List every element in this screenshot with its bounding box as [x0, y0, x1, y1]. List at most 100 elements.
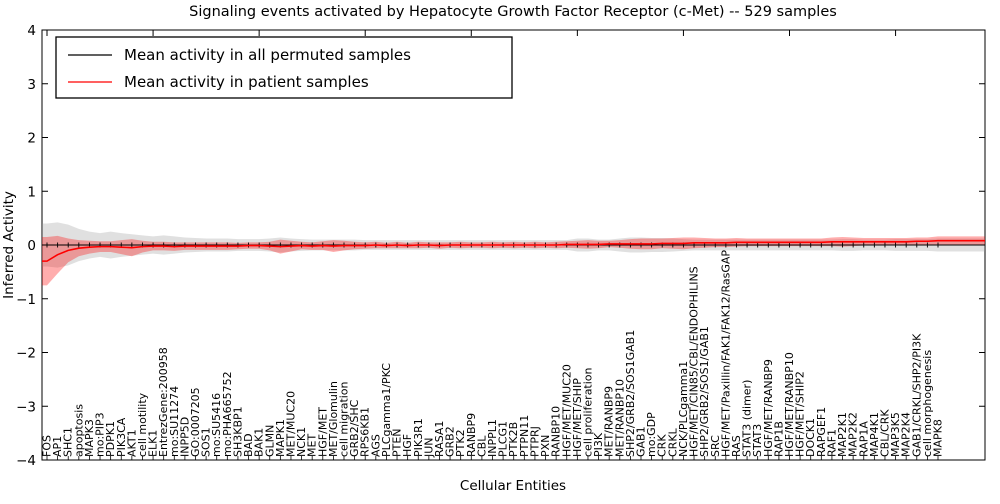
x-tick-label: SHP2/GRB2/SOS1GAB1 [624, 330, 637, 457]
x-tick-label: RAP1B [772, 421, 785, 457]
x-tick-label: RAPGEF1 [815, 407, 828, 457]
x-tick-label: AGS [369, 434, 382, 457]
x-tick-label: PI3K [592, 432, 605, 457]
y-tick-label: 3 [27, 77, 36, 93]
axis-ticks [42, 29, 985, 461]
x-tick-label: PTPN11 [518, 415, 531, 457]
x-tick-label: CBL/CRK [878, 409, 891, 457]
series-lines [42, 239, 985, 262]
x-tick-label: mo:SU11274 [168, 386, 181, 457]
y-tick-labels: 4 3 2 1 0 −1 −2 −3 −4 [16, 23, 36, 469]
x-tick-label: JUN [422, 437, 435, 458]
x-tick-label: CBL [475, 435, 488, 457]
x-tick-label: MAPK3 [83, 419, 96, 457]
x-tick-label: MET/RANBP9 [603, 386, 616, 457]
x-tick-label: apoptosis [72, 404, 85, 457]
x-tick-label: GRB2/SHC [348, 399, 361, 457]
x-tick-label: PTEN [391, 428, 404, 457]
y-tick-label: 0 [27, 238, 36, 254]
x-tick-label: AP1 [51, 436, 64, 457]
x-tick-label: MAPK1 [274, 419, 287, 457]
x-tick-label: PIK3R1 [412, 418, 425, 457]
x-tick-label: CRK [656, 434, 669, 457]
x-tick-label: RPS6KB1 [359, 407, 372, 457]
legend-label-patient: Mean activity in patient samples [124, 73, 369, 91]
x-tick-label: RAP1A [857, 421, 870, 457]
y-tick-label: −3 [16, 399, 36, 415]
x-tick-label: INPPL1 [486, 419, 499, 457]
x-tick-label: GO:0007205 [189, 387, 202, 457]
x-tick-label: HGF/MET/Paxillin/FAK1/FAK12/RasGAP [719, 250, 732, 457]
x-tick-label: FOS [41, 435, 54, 457]
y-axis-label: Inferred Activity [1, 191, 17, 299]
x-tick-label: MAP3K5 [889, 412, 902, 457]
x-tick-label: GLMN [263, 425, 276, 457]
x-tick-label: SHP2/GRB2/SOS1/GAB1 [698, 326, 711, 457]
x-tick-label: HGF [401, 434, 414, 457]
y-tick-label: 4 [27, 23, 36, 39]
x-tick-label: MAPK8 [932, 419, 945, 457]
y-tick-label: −1 [16, 292, 36, 308]
x-tick-label: NCK/PLCgamma1 [677, 361, 690, 457]
x-tick-label: EntrezGene:200958 [157, 347, 170, 457]
x-tick-label: RANBP9 [465, 413, 478, 457]
y-tick-label: 1 [27, 184, 36, 200]
x-tick-label: MET/Glomulin [327, 381, 340, 457]
legend: Mean activity in all permuted samples Me… [55, 36, 513, 99]
y-tick-label: −2 [16, 346, 36, 362]
x-tick-label: ELK1 [147, 430, 160, 457]
x-tick-label: RAS [730, 435, 743, 457]
x-tick-label: SOS1 [200, 427, 213, 457]
x-tick-label: mo:SU5416 [210, 393, 223, 457]
x-tick-label: RANBP10 [550, 406, 563, 457]
x-tick-label: cell motility [136, 392, 149, 457]
x-tick-label: PDPK1 [104, 421, 117, 457]
confidence-bands [42, 222, 985, 286]
x-tick-label: INPP5D [178, 417, 191, 457]
x-tick-label: MAP2K2 [847, 412, 860, 457]
x-tick-label: cell migration [338, 381, 351, 457]
x-tick-label: HGF/MET [316, 407, 329, 457]
x-tick-label: SHC1 [62, 427, 75, 457]
x-tick-label: CRKL [666, 427, 679, 457]
x-tick-label: STAT3 (dimer) [741, 380, 754, 457]
x-tick-label: HGF/MET/CIN85/CBL/ENDOPHILINS [688, 266, 701, 457]
x-tick-label: GAB1/CRKL/SHP2/PI3K [910, 333, 923, 457]
x-tick-label: PLCG1 [497, 421, 510, 457]
x-tick-label: HGF/MET/SHIP [571, 378, 584, 457]
legend-label-permuted: Mean activity in all permuted samples [124, 46, 411, 64]
x-tick-label: PIK3CA [115, 417, 128, 457]
x-tick-label: mo:PHA665752 [221, 371, 234, 457]
x-tick-label: NCK1 [295, 427, 308, 457]
x-tick-label: HGF/MET/SHIP2 [794, 371, 807, 457]
x-tick-label: RASA1 [433, 421, 446, 457]
x-tick-label: HGF/MET/MUC20 [560, 364, 573, 457]
x-tick-label: mo:PIP3 [94, 412, 107, 457]
x-tick-label: SRC [709, 435, 722, 457]
x-tick-label: cell proliferation [581, 367, 594, 457]
x-tick-label: SH3KBP1 [231, 406, 244, 457]
x-tick-label: PTK2 [454, 429, 467, 457]
y-tick-label: −4 [16, 453, 36, 469]
x-tick-label: BAD [242, 433, 255, 457]
x-tick-label: STAT3 [751, 424, 764, 457]
x-tick-label: HGF/MET/RANBP9 [762, 359, 775, 457]
legend-box [55, 36, 513, 99]
line-patient [42, 239, 985, 262]
y-tick-label: 2 [27, 131, 36, 147]
x-tick-label: HGF/MET/RANBP10 [783, 352, 796, 457]
x-tick-label: RAF1 [825, 429, 838, 457]
x-tick-label: MET/RANBP10 [613, 379, 626, 457]
x-tick-label: PTPRJ [528, 426, 541, 457]
x-tick-label: MAP2K1 [836, 412, 849, 457]
chart-title: Signaling events activated by Hepatocyte… [189, 4, 837, 20]
x-tick-label: GAB1 [635, 426, 648, 457]
x-tick-label: MET/MUC20 [284, 391, 297, 457]
x-tick-label: cell morphogenesis [921, 350, 934, 457]
x-tick-label: BAK1 [253, 428, 266, 457]
band-patient [42, 235, 985, 286]
x-tick-label: MAP2K4 [900, 412, 913, 457]
x-tick-label: MET [306, 434, 319, 457]
